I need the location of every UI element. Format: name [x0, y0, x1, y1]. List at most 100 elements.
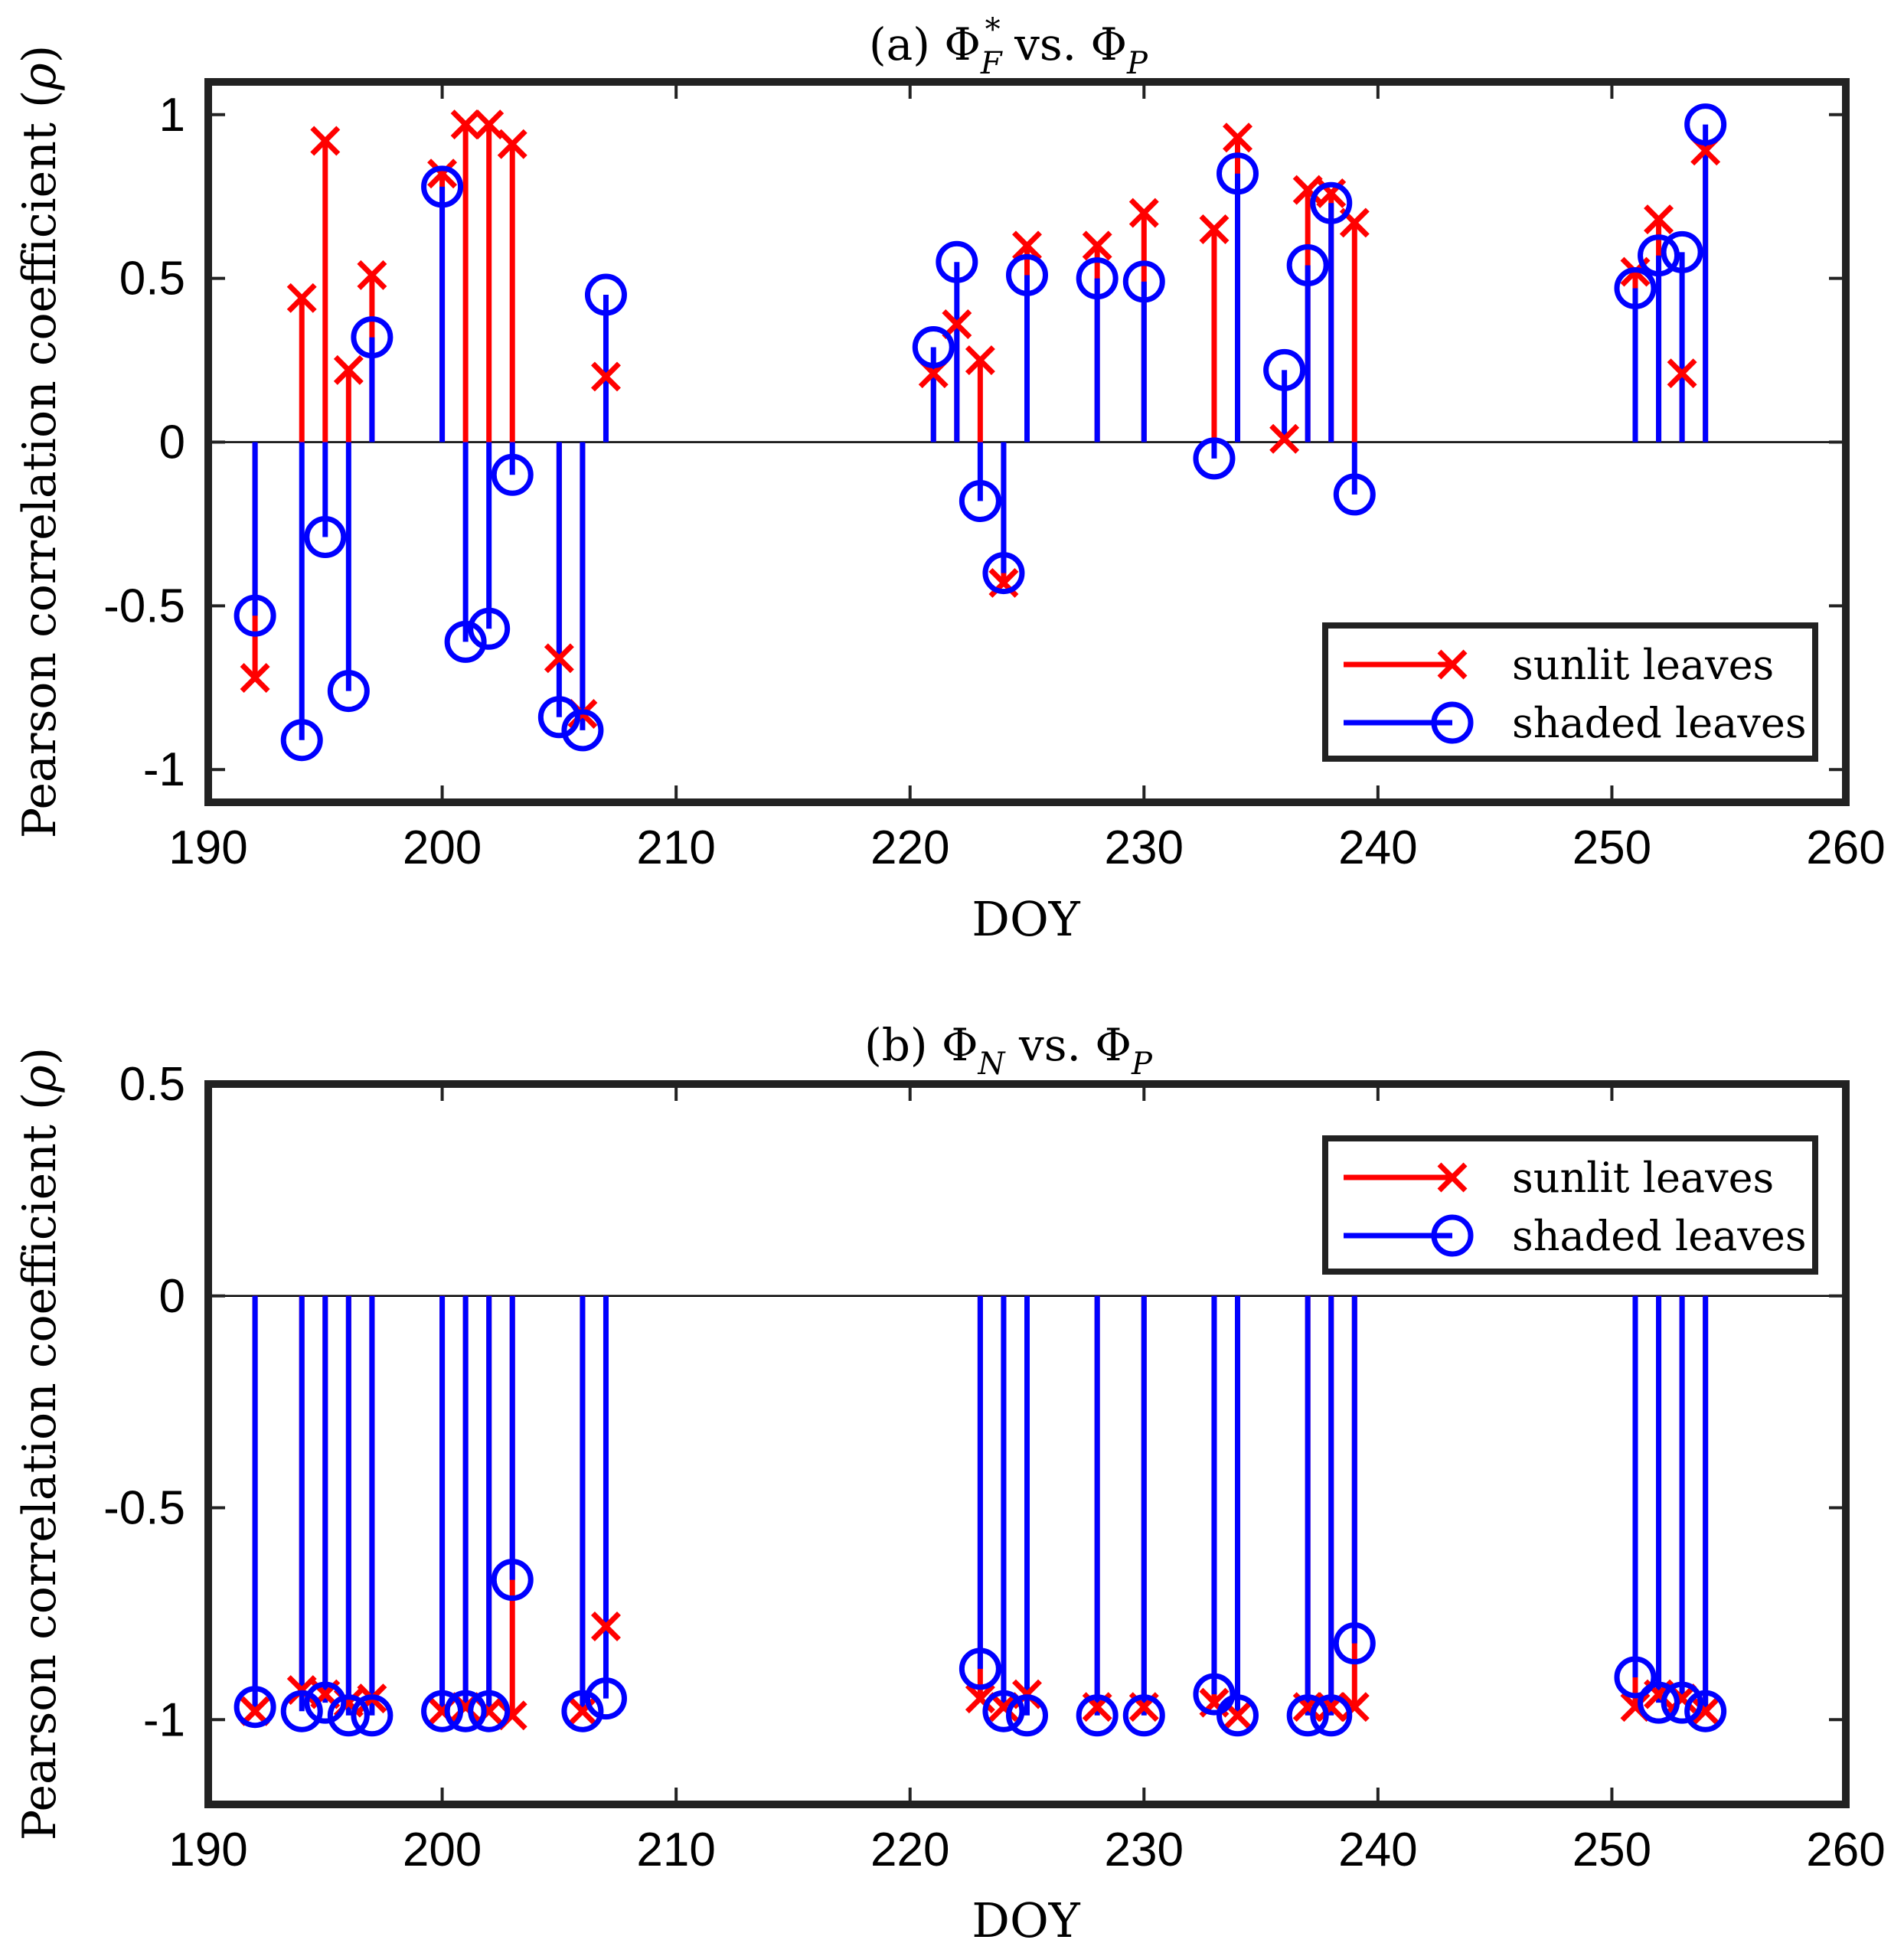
panel-b-y-tick-label: -1	[143, 1693, 185, 1746]
panel-a-shaded-marker	[1217, 152, 1259, 195]
panel-a-sunlit-marker	[333, 354, 364, 385]
panel-b-legend-sunlit-label: sunlit leaves	[1512, 1154, 1774, 1202]
panel-b-shaded-marker	[234, 1686, 276, 1729]
panel-b-shaded-marker	[1122, 1694, 1165, 1737]
panel-a-shaded-marker	[1286, 244, 1329, 287]
panel-a-legend-sunlit-marker	[1437, 649, 1468, 680]
panel-b-shaded-marker	[982, 1690, 1025, 1732]
panel-b-axes-frame	[204, 1080, 1850, 1808]
panel-b-shaded-marker	[959, 1647, 1001, 1690]
panel-a-sunlit-marker	[1269, 423, 1300, 454]
panel-a-sunlit-marker	[427, 158, 458, 189]
panel-a-sunlit-marker	[1644, 204, 1674, 235]
panel-a-chart: (a) ΦF* vs. ΦP 190 200 210 220 230 240 250 260 -…	[13, 12, 1886, 947]
panel-a-shaded-marker	[468, 607, 511, 650]
panel-a-legend-sunlit-label: sunlit leaves	[1512, 641, 1774, 689]
panel-b-shaded-marker	[1614, 1656, 1657, 1699]
panel-b-shaded-marker	[1006, 1694, 1048, 1737]
panel-a-x-tick-label: 190	[168, 821, 247, 874]
panel-b-shaded-marker	[1286, 1694, 1329, 1737]
panel-a-shaded-marker	[280, 719, 323, 762]
panel-b-sunlit-marker	[1690, 1696, 1721, 1726]
panel-a-shaded-marker	[561, 709, 604, 752]
panel-a-sunlit-marker	[240, 662, 270, 693]
panel-b-legend: sunlit leaves shaded leaves	[1322, 1135, 1818, 1275]
panel-a-y-tick-label: 0.5	[119, 253, 185, 305]
panel-b-y-tick-label: -0.5	[103, 1482, 185, 1535]
panel-a-shaded-marker	[327, 670, 370, 713]
panel-b-shaded-marker	[444, 1690, 487, 1732]
panel-a-shaded-marker	[1684, 103, 1727, 146]
panel-b-legend-shaded-label: shaded leaves	[1512, 1212, 1807, 1260]
panel-b-legend-sunlit-marker	[1437, 1162, 1468, 1193]
panel-a-y-tick-label: -1	[143, 743, 185, 796]
panel-b-shaded-marker	[1333, 1622, 1376, 1665]
panel-a-shaded-marker	[959, 479, 1001, 522]
panel-a-shaded-marker	[234, 594, 276, 637]
panel-b-shaded-marker	[1638, 1681, 1680, 1724]
panel-a-shaded-marker	[491, 453, 534, 496]
panel-a-sunlit-marker	[1128, 198, 1159, 228]
panel-a-shaded-marker	[1310, 181, 1353, 224]
panel-b-x-tick-label: 200	[403, 1824, 482, 1876]
panel-b-legend-box	[1322, 1135, 1818, 1275]
panel-a-sunlit-marker	[1012, 230, 1042, 261]
panel-b-shaded-marker	[468, 1690, 511, 1732]
panel-b-x-tick-label: 220	[870, 1824, 949, 1876]
panel-a-sunlit-marker	[1292, 175, 1323, 205]
panel-a-shaded-marker	[1122, 260, 1165, 303]
panel-a-legend: sunlit leaves shaded leaves	[1322, 622, 1818, 762]
panel-a-sunlit-marker	[965, 345, 995, 376]
panel-b-sunlit-marker	[965, 1683, 995, 1714]
panel-b-plot-area	[208, 1295, 1846, 1737]
panel-b-shaded-marker	[304, 1681, 347, 1724]
panel-a-shaded-marker	[1614, 266, 1657, 309]
panel-a-sunlit-marker	[497, 129, 527, 159]
panel-b-shaded-marker	[1193, 1673, 1236, 1716]
panel-a-shaded-marker	[912, 325, 955, 368]
panel-b-x-tick-label: 190	[168, 1824, 247, 1876]
panel-a-shaded-marker	[1193, 437, 1236, 480]
panel-a-shaded-marker	[1006, 253, 1048, 296]
panel-b-legend-shaded-marker	[1431, 1214, 1474, 1257]
panel-b-sunlit-marker	[567, 1696, 598, 1726]
panel-a-x-tick-label: 200	[403, 821, 482, 874]
panel-a-shaded-marker	[351, 316, 394, 359]
panel-b-shaded-marker	[584, 1677, 627, 1720]
panel-b-ticks: 190 200 210 220 230 240 250 260 -1 -0.5 0 0.5	[103, 1058, 1886, 1876]
panel-a-shaded-marker	[1333, 473, 1376, 516]
panel-a-legend-shaded-marker	[1431, 701, 1474, 744]
panel-a-legend-shaded-label: shaded leaves	[1512, 699, 1807, 747]
panel-a-shaded-marker	[1263, 348, 1306, 391]
panel-a-sunlit-marker	[1667, 358, 1697, 389]
panel-b-shaded-marker	[561, 1690, 604, 1732]
panel-a-x-tick-label: 250	[1573, 821, 1651, 874]
panel-b-y-axis-label: Pearson correlation coefficient (ρ)	[13, 1047, 67, 1840]
panel-a-x-tick-label: 230	[1105, 821, 1184, 874]
panel-a-sunlit-marker	[1199, 214, 1230, 244]
panel-b-x-tick-label: 210	[636, 1824, 715, 1876]
panel-a-sunlit-marker	[310, 126, 341, 156]
panel-a-y-tick-label: 0	[159, 416, 185, 469]
panel-b-x-tick-label: 240	[1338, 1824, 1417, 1876]
panel-a-plot-area	[208, 103, 1846, 762]
panel-b-sunlit-marker	[286, 1675, 317, 1706]
panel-a-shaded-marker	[1638, 234, 1680, 277]
panel-b-shaded-marker	[280, 1690, 323, 1732]
panel-a-y-axis-label: Pearson correlation coefficient (ρ)	[13, 45, 67, 838]
panel-b-y-tick-label: 0.5	[119, 1058, 185, 1111]
panel-a-x-tick-label: 260	[1806, 821, 1885, 874]
panel-a-x-tick-label: 210	[636, 821, 715, 874]
panel-b-sunlit-marker	[240, 1696, 270, 1726]
panel-b-shaded-marker	[1661, 1681, 1703, 1724]
panel-a-shaded-marker	[584, 273, 627, 316]
panel-a-ticks: 190 200 210 220 230 240 250 260 -1 -0.5 0 0.5 1	[103, 82, 1886, 874]
panel-b-x-tick-label: 260	[1806, 1824, 1885, 1876]
panel-a-shaded-marker	[1661, 230, 1703, 273]
panel-a-x-tick-label: 220	[870, 821, 949, 874]
panel-b-sunlit-marker	[1339, 1692, 1370, 1723]
panel-a-y-tick-label: 1	[159, 89, 185, 142]
panel-a-sunlit-marker	[286, 282, 317, 313]
panel-b-sunlit-marker	[590, 1611, 621, 1641]
